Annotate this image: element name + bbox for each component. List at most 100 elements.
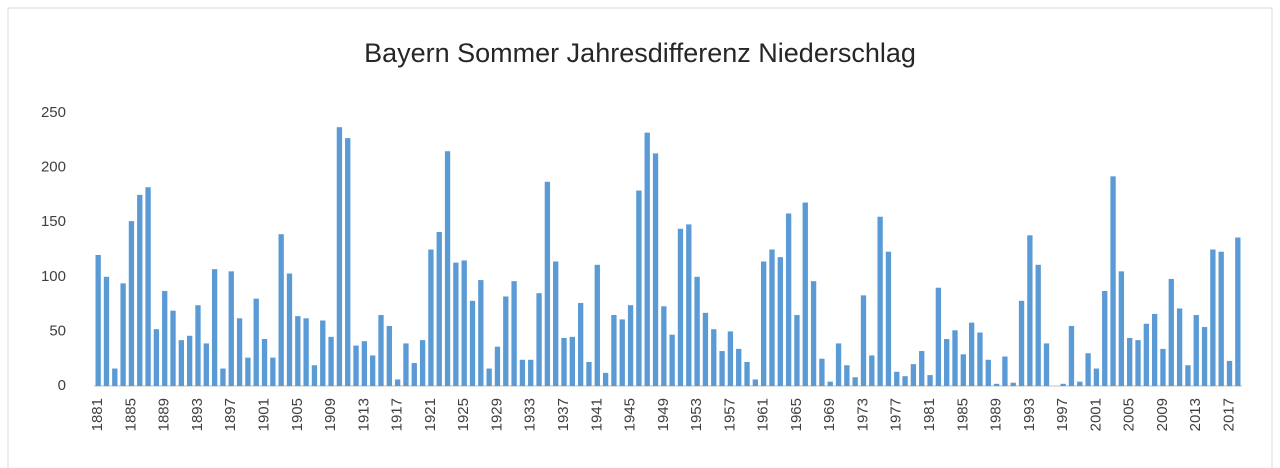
bar bbox=[478, 280, 484, 386]
bar bbox=[661, 306, 667, 386]
bar bbox=[1143, 323, 1149, 386]
bar bbox=[486, 368, 492, 386]
x-tick-label: 2013 bbox=[1187, 398, 1204, 431]
bar bbox=[752, 379, 759, 386]
bar bbox=[993, 383, 1000, 386]
x-tick-label: 1989 bbox=[988, 398, 1005, 431]
bar bbox=[245, 357, 251, 386]
bar bbox=[511, 281, 517, 386]
x-tick-label: 1937 bbox=[555, 398, 572, 431]
x-tick-label: 1917 bbox=[389, 398, 406, 431]
bar bbox=[669, 334, 675, 386]
bar bbox=[919, 351, 925, 386]
bar bbox=[1168, 278, 1174, 386]
bar bbox=[586, 361, 592, 386]
bar bbox=[636, 190, 642, 386]
y-tick-label: 50 bbox=[49, 322, 66, 339]
bar bbox=[494, 346, 501, 386]
bar bbox=[785, 213, 792, 386]
bar bbox=[553, 261, 559, 386]
bar bbox=[153, 329, 160, 386]
bar bbox=[544, 181, 551, 386]
bar bbox=[944, 339, 950, 386]
x-tick-label: 1925 bbox=[455, 398, 472, 431]
bar bbox=[137, 194, 143, 386]
bar bbox=[295, 316, 301, 386]
x-tick-label: 1997 bbox=[1054, 398, 1071, 431]
bar bbox=[453, 262, 459, 386]
bar bbox=[652, 153, 659, 386]
bar bbox=[968, 322, 975, 386]
bar bbox=[802, 202, 808, 386]
bar bbox=[627, 305, 634, 386]
x-tick-label: 1933 bbox=[522, 398, 539, 431]
bar bbox=[503, 296, 509, 386]
x-tick-label: 1981 bbox=[921, 398, 938, 431]
bar bbox=[644, 132, 650, 386]
x-tick-label: 1957 bbox=[721, 398, 738, 431]
y-tick-label: 250 bbox=[41, 104, 66, 121]
bar bbox=[686, 224, 692, 386]
bar bbox=[561, 337, 567, 386]
bar bbox=[1110, 176, 1116, 386]
bar bbox=[885, 251, 892, 386]
bar bbox=[303, 318, 309, 386]
bar bbox=[1093, 368, 1100, 386]
y-tick-label: 150 bbox=[41, 213, 66, 230]
bar bbox=[428, 249, 434, 386]
bar bbox=[536, 293, 542, 386]
bar bbox=[819, 358, 825, 386]
bar bbox=[328, 336, 334, 386]
y-tick-label: 0 bbox=[58, 377, 66, 394]
bar bbox=[1027, 235, 1033, 386]
x-tick-label: 1969 bbox=[821, 398, 838, 431]
bar bbox=[952, 330, 958, 386]
bar bbox=[1160, 348, 1166, 386]
bar bbox=[128, 221, 135, 386]
bar bbox=[902, 376, 908, 386]
bar bbox=[1043, 343, 1050, 386]
bar bbox=[761, 261, 767, 386]
bar bbox=[860, 295, 867, 386]
x-tick-label: 1973 bbox=[854, 398, 871, 431]
bar bbox=[1226, 360, 1233, 386]
bar bbox=[203, 343, 209, 386]
bar bbox=[211, 269, 218, 386]
bar bbox=[927, 375, 933, 386]
bar bbox=[844, 365, 850, 386]
bar bbox=[827, 381, 833, 386]
bar bbox=[877, 216, 883, 386]
bar bbox=[311, 365, 318, 386]
bar bbox=[336, 127, 343, 387]
bar bbox=[894, 371, 900, 386]
bar bbox=[195, 305, 201, 386]
x-tick-label: 1953 bbox=[688, 398, 705, 431]
bar bbox=[1118, 271, 1125, 386]
bar bbox=[361, 341, 368, 386]
bar bbox=[702, 312, 709, 386]
x-tick-label: 1945 bbox=[622, 398, 639, 431]
bar bbox=[162, 290, 168, 386]
bar bbox=[594, 264, 600, 386]
bar bbox=[120, 283, 126, 386]
x-tick-label: 1909 bbox=[322, 398, 339, 431]
x-tick-label: 2009 bbox=[1154, 398, 1171, 431]
bar bbox=[1193, 315, 1199, 386]
x-tick-label: 1885 bbox=[122, 398, 139, 431]
bar bbox=[835, 343, 842, 386]
bar bbox=[852, 377, 858, 386]
bar bbox=[386, 325, 392, 386]
bar bbox=[394, 379, 401, 386]
bar bbox=[1135, 340, 1141, 386]
bar bbox=[112, 368, 118, 386]
bar bbox=[320, 320, 326, 386]
x-tick-label: 1897 bbox=[222, 398, 239, 431]
bar bbox=[960, 354, 966, 386]
bar bbox=[228, 271, 234, 386]
bar bbox=[1060, 383, 1066, 386]
bar bbox=[286, 273, 293, 386]
bar bbox=[419, 340, 426, 386]
bar bbox=[977, 332, 983, 386]
bar bbox=[1176, 308, 1183, 386]
